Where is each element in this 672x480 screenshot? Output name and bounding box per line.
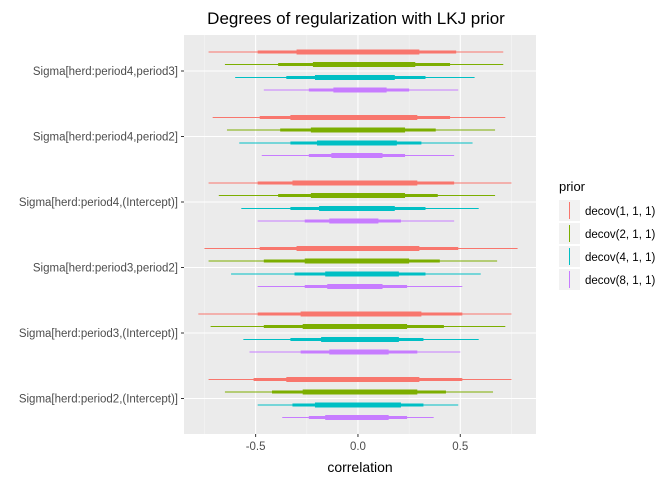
legend-label: decov(1, 1, 1) — [585, 206, 655, 218]
x-tick-label: -0.5 — [246, 441, 266, 453]
y-tick-label: Sigma[herd:period4,(Intercept)] — [19, 197, 178, 209]
x-tick-label: 0.0 — [350, 441, 366, 453]
legend-item: decov(4, 1, 1) — [559, 246, 655, 267]
plot-panel — [184, 35, 536, 434]
legend-item: decov(1, 1, 1) — [559, 200, 655, 221]
y-tick-label: Sigma[herd:period3,(Intercept)] — [19, 328, 178, 340]
x-axis-title: correlation — [327, 459, 392, 475]
y-tick-label: Sigma[herd:period4,period2] — [33, 132, 178, 144]
y-tick-label: Sigma[herd:period4,period3] — [33, 66, 178, 78]
legend-label: decov(8, 1, 1) — [585, 275, 655, 287]
interval-marks — [198, 49, 518, 420]
legend-label: decov(2, 1, 1) — [585, 229, 655, 241]
x-tick-label: 0.5 — [452, 441, 468, 453]
legend-label: decov(4, 1, 1) — [585, 252, 655, 264]
chart-title: Degrees of regularization with LKJ prior — [207, 9, 505, 28]
legend-item: decov(2, 1, 1) — [559, 223, 655, 244]
legend-title: prior — [559, 179, 586, 194]
y-axis: Sigma[herd:period2,(Intercept)] Sigma[her… — [19, 66, 184, 406]
x-axis: -0.5 0.0 0.5 — [246, 434, 468, 453]
legend: prior decov(1, 1, 1) decov(2, 1, 1) decov(… — [559, 179, 655, 290]
y-tick-label: Sigma[herd:period2,(Intercept)] — [19, 394, 178, 406]
y-tick-label: Sigma[herd:period3,period2] — [33, 263, 178, 275]
legend-item: decov(8, 1, 1) — [559, 269, 655, 290]
grid-lines — [184, 35, 536, 434]
